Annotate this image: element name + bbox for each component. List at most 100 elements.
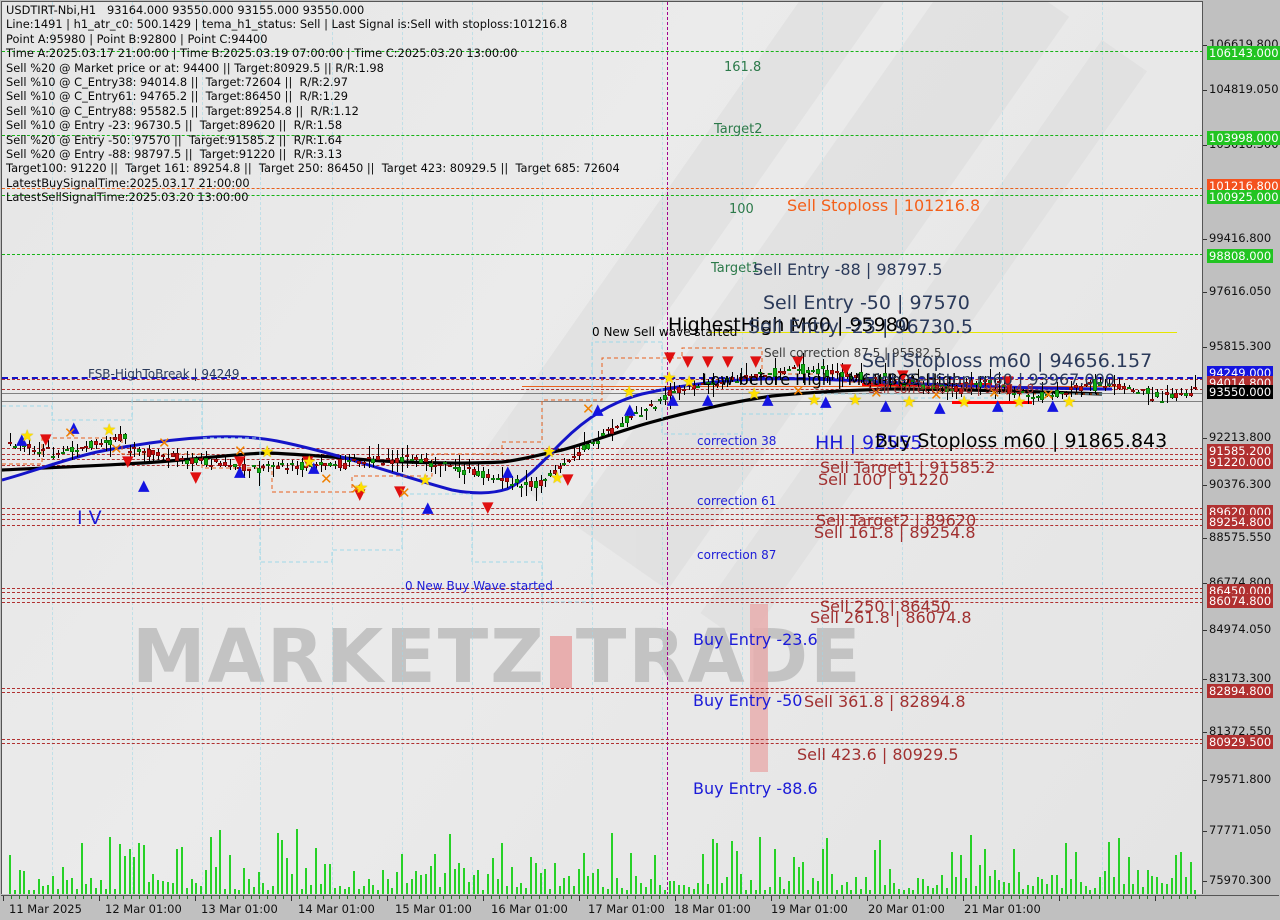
time-tick — [275, 896, 276, 899]
volume-bar — [945, 888, 948, 894]
price-tick — [1203, 881, 1207, 882]
signal-arrd: ▼ — [482, 498, 494, 516]
candle-body — [275, 466, 280, 469]
price-badge[interactable]: 93550.000 — [1207, 385, 1274, 399]
time-tick — [43, 896, 44, 899]
volume-bar — [329, 863, 332, 894]
chart-label-26: Sell 261.8 | 86074.8 — [810, 608, 972, 627]
time-tick — [915, 896, 916, 899]
volume-bar — [190, 878, 193, 894]
time-tick — [1075, 896, 1076, 899]
price-badge[interactable]: 98808.000 — [1207, 249, 1274, 263]
price-tick-label: 75970.300 — [1209, 873, 1272, 887]
price-badge[interactable]: 86074.800 — [1207, 594, 1274, 608]
volume-bar — [400, 854, 403, 894]
time-tick — [163, 896, 164, 899]
volume-bar — [434, 854, 437, 894]
price-tick-label: 104819.050 — [1209, 82, 1279, 96]
highest-high-line — [707, 332, 1177, 333]
volume-bar — [200, 885, 203, 894]
candle-body — [8, 441, 12, 445]
chart-label-18: Buy Stoploss m60 | 91865.843 — [875, 430, 1168, 452]
chart-label-1: Target2 — [714, 122, 763, 137]
candle-body — [1116, 384, 1121, 389]
time-tick-label: 17 Mar 01:00 — [588, 902, 665, 916]
time-tick — [267, 896, 268, 899]
candle-body — [89, 440, 94, 449]
price-badge[interactable]: 91220.000 — [1207, 455, 1274, 469]
volume-bar — [835, 889, 838, 894]
signal-arru: ▲ — [234, 462, 246, 480]
price-badge[interactable]: 103998.000 — [1207, 131, 1280, 145]
chart-label-30: Sell 423.6 | 80929.5 — [797, 745, 959, 764]
price-badge[interactable]: 89254.800 — [1207, 515, 1274, 529]
candle-body — [323, 463, 328, 467]
candle-body — [600, 433, 605, 436]
volume-bar — [147, 882, 150, 894]
volume-bar — [1094, 888, 1097, 894]
chart-plot-area[interactable]: MARKETZ TRADE ▼ ▼ ▼ ▼ ▼ ▼ ▼ ▼ ▼ ▼ ▼ ▼ ▼ ▼ ▼ ▼ ▼ ▼ ▲ ▲ ▲ ▲ ▲ ▲ ▲ ▲ ▲… — [1, 1, 1202, 894]
volume-bar — [573, 885, 576, 894]
volume-bar — [635, 876, 638, 894]
volume-bar — [960, 855, 963, 894]
volume-bar — [71, 878, 74, 894]
candle-body — [380, 462, 385, 465]
volume-bar — [530, 857, 533, 894]
time-tick — [859, 896, 860, 899]
candle-body — [342, 462, 347, 470]
time-tick — [107, 896, 108, 899]
volume-bar — [13, 889, 16, 894]
volume-bar — [812, 877, 815, 894]
volume-bar — [171, 882, 174, 894]
volume-bar — [286, 857, 289, 894]
candle-body — [170, 452, 175, 457]
time-tick — [1147, 896, 1148, 899]
time-tick — [923, 896, 924, 899]
price-badge[interactable]: 100925.000 — [1207, 190, 1280, 204]
time-tick — [1003, 896, 1004, 899]
candle-body — [433, 464, 438, 467]
price-badge[interactable]: 91585.200 — [1207, 444, 1274, 458]
volume-bar — [439, 887, 442, 894]
candle-body — [1126, 386, 1131, 389]
candle-body — [65, 449, 70, 452]
time-tick — [563, 896, 564, 899]
candle-body — [595, 441, 600, 445]
price-badge[interactable]: 106143.000 — [1207, 46, 1280, 60]
time-tick — [955, 896, 956, 899]
time-tick — [1171, 896, 1172, 899]
signal-st: ★ — [354, 478, 369, 497]
candle-body — [1121, 385, 1126, 390]
volume-bar — [534, 863, 537, 894]
time-tick — [851, 896, 852, 899]
candle-body — [524, 482, 529, 485]
candle-wick — [272, 461, 274, 478]
volume-bar — [558, 886, 561, 894]
candle-body — [1150, 399, 1155, 402]
time-tick — [699, 896, 700, 899]
time-tick — [795, 896, 796, 899]
candle-body — [266, 463, 271, 466]
candle-body — [591, 442, 596, 445]
candle-body — [399, 456, 404, 462]
candle-body — [60, 451, 65, 454]
time-tick — [987, 896, 988, 899]
volume-bar — [367, 878, 370, 894]
volume-bar — [1003, 882, 1006, 894]
info-line-4: Sell %20 @ Market price or at: 94400 || … — [6, 60, 384, 75]
candle-body — [347, 459, 352, 462]
time-axis[interactable]: 11 Mar 2025 12 Mar 01:00 13 Mar 01:00 14 Ma… — [1, 895, 1279, 919]
signal-xm: ✕ — [582, 400, 595, 418]
price-axis[interactable]: 106619.800104819.050103018.30099416.8009… — [1202, 1, 1280, 894]
price-badge[interactable]: 80929.500 — [1207, 735, 1274, 749]
volume-bar — [998, 879, 1001, 894]
price-badge[interactable]: 82894.800 — [1207, 684, 1274, 698]
volume-bar — [606, 889, 609, 894]
info-line-2: Point A:95980 | Point B:92800 | Point C:… — [6, 31, 268, 46]
candle-body — [98, 442, 103, 446]
time-tick — [947, 896, 948, 899]
info-line-10: Sell %20 @ Entry -88: 98797.5 || Target:… — [6, 146, 343, 161]
sell-target-line-b — [2, 465, 1202, 466]
candle-body — [414, 457, 419, 460]
price-badge[interactable]: 101216.800 — [1207, 179, 1280, 193]
